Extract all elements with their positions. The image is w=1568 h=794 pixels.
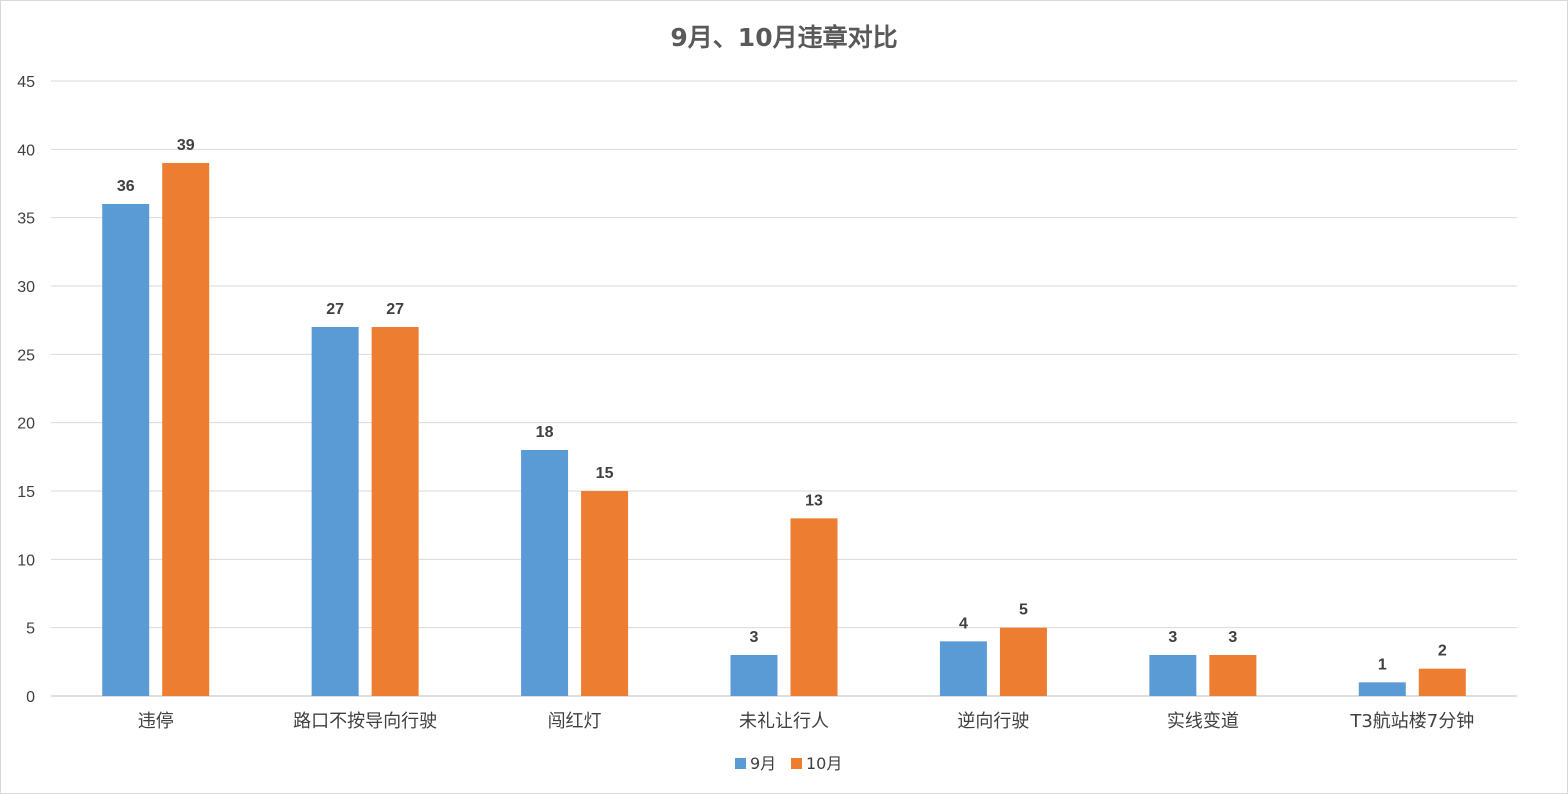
data-label: 3 xyxy=(750,629,759,646)
data-label: 18 xyxy=(536,424,554,441)
gridlines xyxy=(51,80,1517,697)
bar-september xyxy=(939,641,987,696)
chart-title: 9月、10月违章对比 xyxy=(670,23,897,52)
y-tick-label: 0 xyxy=(26,689,35,706)
data-label: 4 xyxy=(959,615,968,632)
x-tick-label: 未礼让行人 xyxy=(739,711,829,732)
x-tick-label: 路口不按导向行驶 xyxy=(293,711,437,732)
bar-october xyxy=(581,491,629,696)
y-tick-label: 45 xyxy=(17,74,35,91)
y-axis: 0 5 10 15 20 25 30 35 40 45 xyxy=(17,74,35,706)
bar-september xyxy=(102,204,150,696)
bar-october xyxy=(371,327,419,696)
data-label: 5 xyxy=(1019,602,1028,619)
y-tick-label: 30 xyxy=(17,279,35,296)
data-label: 27 xyxy=(386,301,404,318)
bar-october xyxy=(999,627,1047,696)
data-label: 39 xyxy=(177,137,195,154)
bar-october xyxy=(162,163,210,696)
y-tick-label: 10 xyxy=(17,552,35,569)
bars xyxy=(102,163,1466,696)
legend-label: 10月 xyxy=(806,754,842,773)
y-tick-label: 40 xyxy=(17,142,35,159)
bar-september xyxy=(521,450,569,696)
x-tick-label: 逆向行驶 xyxy=(957,711,1029,732)
y-tick-label: 15 xyxy=(17,484,35,501)
y-tick-label: 35 xyxy=(17,211,35,228)
data-label: 3 xyxy=(1168,629,1177,646)
bar-september xyxy=(1149,655,1197,696)
data-label: 15 xyxy=(596,465,614,482)
legend: 9月 10月 xyxy=(735,754,842,773)
y-tick-label: 5 xyxy=(26,621,35,638)
data-label: 13 xyxy=(805,492,823,509)
x-tick-label: T3航站楼7分钟 xyxy=(1349,711,1474,732)
data-label: 36 xyxy=(117,178,135,195)
x-axis: 违停 路口不按导向行驶 闯红灯 未礼让行人 逆向行驶 实线变道 T3航站楼7分钟 xyxy=(138,711,1475,732)
x-tick-label: 实线变道 xyxy=(1167,711,1239,732)
data-label: 2 xyxy=(1438,643,1447,660)
x-tick-label: 闯红灯 xyxy=(548,711,602,732)
x-tick-label: 违停 xyxy=(138,711,174,732)
bar-october xyxy=(1418,668,1466,696)
data-label: 3 xyxy=(1228,629,1237,646)
bar-september xyxy=(1358,682,1406,696)
bar-september xyxy=(311,327,359,696)
y-tick-label: 25 xyxy=(17,347,35,364)
data-label: 27 xyxy=(326,301,344,318)
legend-label: 9月 xyxy=(750,754,776,773)
bar-october xyxy=(790,518,838,696)
data-labels: 36 39 27 27 18 15 3 13 4 5 3 3 1 2 xyxy=(117,137,1447,673)
y-tick-label: 20 xyxy=(17,416,35,433)
bar-october xyxy=(1209,655,1257,696)
legend-swatch xyxy=(791,758,802,769)
data-label: 1 xyxy=(1378,656,1387,673)
legend-swatch xyxy=(735,758,746,769)
bar-september xyxy=(730,655,778,696)
